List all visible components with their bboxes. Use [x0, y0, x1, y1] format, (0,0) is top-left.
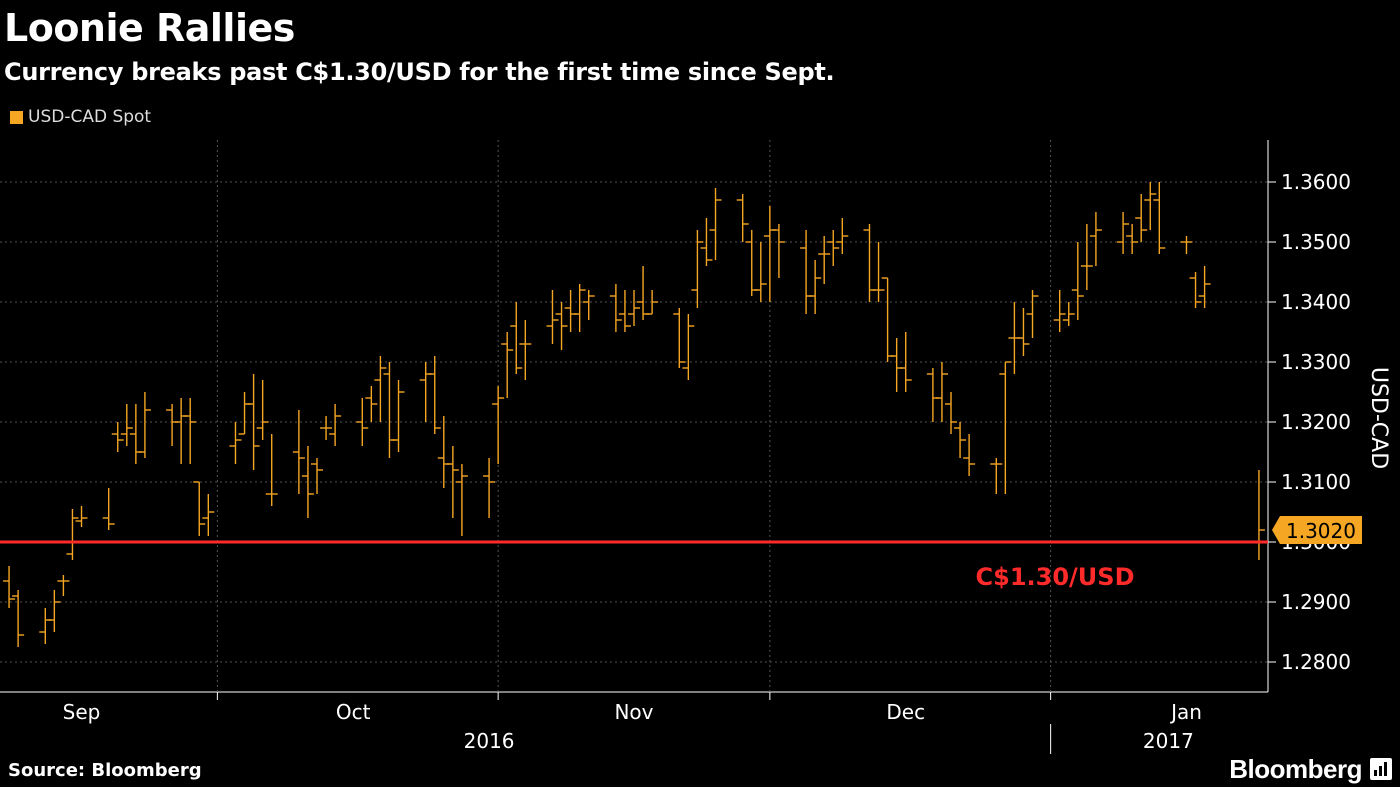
y-tick-label: 1.2800: [1281, 650, 1351, 674]
x-tick-label: Sep: [63, 700, 101, 724]
x-tick-label: Dec: [886, 700, 925, 724]
y-tick-label: 1.2900: [1281, 590, 1351, 614]
brand-logo: Bloomberg: [1229, 754, 1362, 784]
bloomberg-terminal-icon: [1370, 758, 1392, 780]
chart-title: Loonie Rallies: [4, 6, 295, 50]
source-note: Source: Bloomberg: [8, 760, 202, 781]
y-axis-title: USD-CAD: [1366, 367, 1391, 469]
legend: USD-CAD Spot: [10, 107, 151, 127]
x-tick-label: Oct: [336, 700, 371, 724]
threshold-label: C$1.30/USD: [976, 563, 1135, 591]
y-tick-label: 1.3500: [1281, 230, 1351, 254]
y-tick-label: 1.3400: [1281, 290, 1351, 314]
x-tick-label: Nov: [614, 700, 653, 724]
chart-subtitle: Currency breaks past C$1.30/USD for the …: [4, 58, 835, 86]
y-tick-label: 1.3100: [1281, 470, 1351, 494]
legend-label: USD-CAD Spot: [28, 107, 152, 127]
legend-swatch: [10, 110, 23, 124]
year-label: 2016: [464, 729, 515, 753]
y-tick-label: 1.3200: [1281, 410, 1351, 434]
year-label: 2017: [1143, 729, 1194, 753]
y-tick-label: 1.3300: [1281, 350, 1351, 374]
last-value-tag: [1272, 516, 1362, 544]
x-tick-label: Jan: [1169, 700, 1202, 724]
y-tick-label: 1.3600: [1281, 170, 1351, 194]
last-value-label: 1.3020: [1286, 519, 1356, 543]
